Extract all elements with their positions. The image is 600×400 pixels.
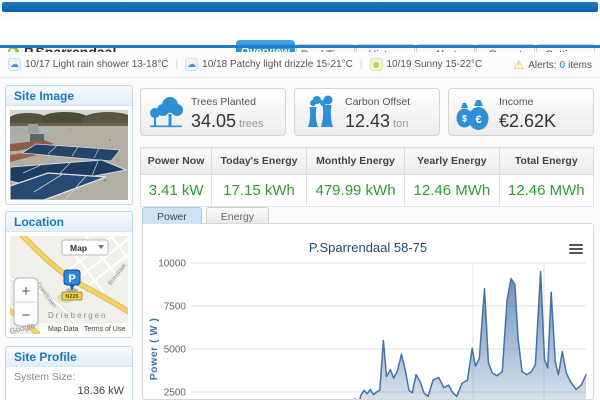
zoom-in-button[interactable]: +: [22, 283, 31, 300]
kpi-label: Trees Planted: [191, 96, 256, 108]
kpi-label: Carbon Offset: [345, 96, 411, 108]
weather-item: 10/19 Sunny 15-22°C: [369, 58, 483, 71]
rain-cloud-icon: ☁: [8, 58, 21, 71]
site-image-panel: Site Image: [5, 85, 133, 205]
svg-text:Map: Map: [70, 243, 87, 253]
value-total-energy: 12.46 MWh: [498, 174, 595, 207]
alerts-count: 0: [559, 59, 566, 71]
alerts-suffix: items: [568, 59, 592, 71]
weather-text: 10/17 Light rain shower 13-18°C: [25, 59, 169, 70]
svg-text:5000: 5000: [164, 345, 187, 356]
site-profile-title: Site Profile: [6, 347, 132, 367]
chart-title: P.Sparrendaal 58-75: [308, 240, 428, 255]
system-size-label: System Size:: [14, 371, 76, 383]
chart-plot-area: Power ( W ) 2500 5000 7500 10000: [148, 259, 587, 399]
separator: |: [359, 59, 363, 70]
chart-tab-power[interactable]: Power: [142, 207, 202, 224]
svg-text:2500: 2500: [164, 388, 187, 399]
alerts-link[interactable]: ⚠ Alerts: 0 items: [513, 52, 592, 78]
col-monthly-energy: Monthly Energy: [305, 147, 406, 175]
value-monthly-energy: 479.99 kWh: [305, 174, 406, 207]
kpi-value: €2.62K: [499, 111, 557, 131]
weather-bar: ☁ 10/17 Light rain shower 13-18°C | ☁ 10…: [0, 52, 600, 78]
trees-icon: [150, 97, 183, 128]
svg-text:€: €: [475, 114, 481, 126]
place-label-driebergen: Driebergen: [48, 311, 108, 320]
chart-tab-bar: Power Energy: [142, 207, 273, 224]
value-yearly-energy: 12.46 MWh: [404, 174, 500, 207]
kpi-carbon-offset: Carbon Offset 12.43 ton: [294, 88, 440, 136]
location-panel: Location Bosstraat Drieklinken Drieberge…: [5, 211, 133, 338]
col-todays-energy: Today's Energy: [211, 147, 307, 175]
weather-text: 10/19 Sunny 15-22°C: [386, 59, 483, 70]
kpi-unit: ton: [393, 118, 409, 130]
power-chart: P.Sparrendaal 58-75 Power ( W ) 2500 5000…: [142, 223, 594, 400]
site-profile-panel: Site Profile System Size: 18.36 kW Insta…: [5, 346, 133, 400]
weather-item: ☁ 10/18 Patchy light drizzle 15-21°C: [185, 58, 353, 71]
y-axis-title: Power ( W ): [148, 318, 160, 381]
alerts-label: Alerts:: [528, 59, 557, 71]
kpi-unit: trees: [239, 118, 264, 130]
drizzle-cloud-icon: ☁: [185, 58, 199, 71]
weather-item: ☁ 10/17 Light rain shower 13-18°C: [8, 58, 169, 71]
system-size-value: 18.36 kW: [77, 385, 124, 397]
header-divider: [0, 45, 600, 48]
chart-export-menu-icon[interactable]: [569, 244, 583, 256]
zoom-out-button[interactable]: −: [22, 307, 31, 324]
kpi-trees-planted: Trees Planted 34.05 trees: [140, 88, 286, 136]
road-badge-n225: N225: [61, 291, 83, 301]
map-data-link[interactable]: Map Data: [48, 326, 78, 333]
separator: |: [175, 59, 179, 70]
kpi-income: $ € Income €2.62K: [448, 88, 594, 136]
svg-text:10000: 10000: [158, 259, 186, 270]
svg-text:P: P: [68, 273, 75, 285]
terms-of-use-link[interactable]: Terms of Use: [84, 326, 125, 333]
money-bags-icon: $ €: [456, 100, 489, 130]
col-total-energy: Total Energy: [498, 147, 595, 175]
location-title: Location: [6, 212, 132, 232]
header: P.Sparrendaal Overview Real Time History…: [0, 18, 600, 64]
col-yearly-energy: Yearly Energy: [404, 147, 500, 175]
site-photo: [10, 110, 128, 200]
svg-text:N225: N225: [65, 294, 78, 300]
map-type-button[interactable]: Map: [61, 239, 109, 256]
map-marker[interactable]: P: [63, 269, 81, 292]
col-power-now: Power Now: [139, 147, 213, 175]
energy-summary-table: Power Now Today's Energy Monthly Energy …: [139, 147, 595, 207]
svg-text:$: $: [462, 114, 467, 124]
weather-text: 10/18 Patchy light drizzle 15-21°C: [202, 59, 353, 70]
value-power-now: 3.41 kW: [139, 174, 213, 207]
kpi-label: Income: [499, 96, 534, 108]
top-bar: [2, 2, 598, 12]
value-todays-energy: 17.15 kWh: [211, 174, 307, 207]
svg-text:7500: 7500: [164, 302, 187, 313]
site-image-title: Site Image: [6, 86, 132, 106]
kpi-value: 34.05: [191, 111, 237, 131]
zoom-control[interactable]: + −: [13, 277, 39, 327]
warning-icon: ⚠: [513, 58, 525, 72]
chart-tab-energy[interactable]: Energy: [205, 207, 270, 224]
carbon-towers-icon: [308, 95, 333, 127]
map[interactable]: Bosstraat Drieklinken Driebergen P N225 …: [10, 236, 128, 334]
sun-icon: [369, 58, 383, 71]
kpi-value: 12.43: [345, 111, 391, 131]
profile-row-system-size: System Size: 18.36 kW: [6, 367, 132, 400]
